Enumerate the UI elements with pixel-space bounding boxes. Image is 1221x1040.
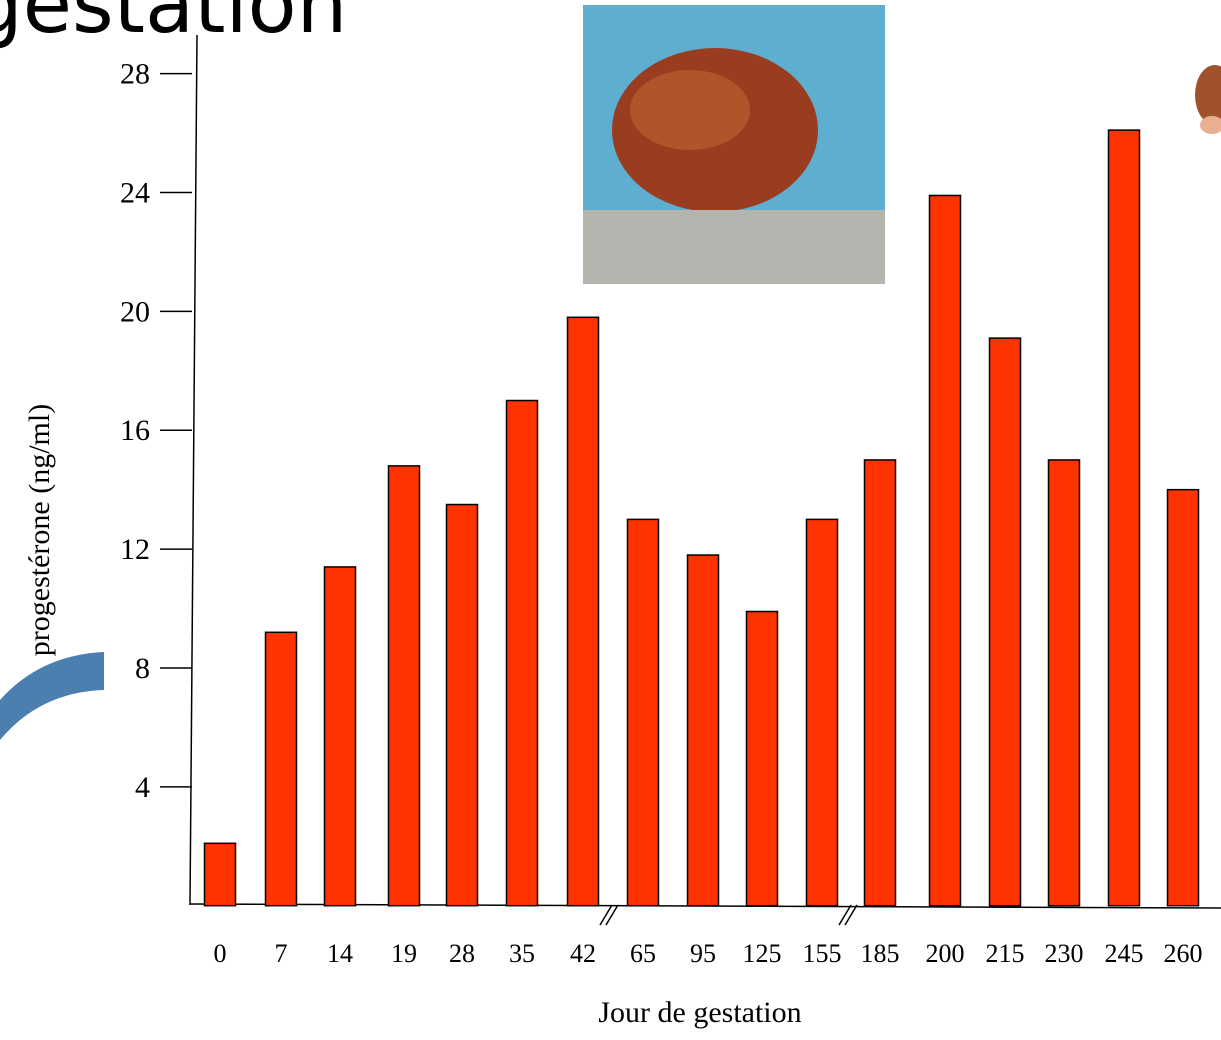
cow-head: [1195, 65, 1221, 125]
bar: [325, 567, 356, 906]
x-tick-label: 19: [391, 939, 417, 968]
bar: [389, 466, 420, 906]
axis-break: [839, 905, 857, 925]
slide: gestation progestérone (ng/ml) Jour de g…: [0, 0, 1221, 1040]
bar: [568, 317, 599, 905]
photo: [583, 5, 885, 284]
y-tick-label: 20: [120, 295, 150, 328]
x-tick-label: 42: [570, 939, 596, 968]
photo-highlight: [630, 70, 750, 150]
bar: [930, 195, 961, 905]
y-tick-label: 24: [120, 176, 150, 209]
x-tick-label: 215: [986, 939, 1025, 968]
x-tick-label: 65: [630, 939, 656, 968]
bar: [447, 505, 478, 906]
bar: [205, 843, 236, 905]
bar: [688, 555, 719, 906]
bar: [807, 519, 838, 905]
bar: [266, 632, 297, 905]
x-axis-label: Jour de gestation: [598, 996, 801, 1029]
bar: [1168, 490, 1199, 906]
bar: [1109, 130, 1140, 906]
y-tick-label: 8: [135, 652, 150, 685]
photo-ruler: [583, 210, 885, 284]
x-tick-label: 230: [1045, 939, 1084, 968]
x-tick-label: 260: [1164, 939, 1203, 968]
x-tick-label: 155: [803, 939, 842, 968]
x-tick-label: 0: [214, 939, 227, 968]
bar: [865, 460, 896, 906]
page: {"chart_data": {"type": "bar", "title": …: [0, 0, 1221, 1040]
axis-break: [600, 905, 618, 925]
bar: [628, 519, 659, 905]
y-axis: [190, 35, 197, 905]
x-tick-label: 200: [926, 939, 965, 968]
x-tick-label: 95: [690, 939, 716, 968]
x-tick-label: 245: [1105, 939, 1144, 968]
decor-shape: [0, 652, 104, 740]
y-axis-label: progestérone (ng/ml): [23, 404, 56, 656]
x-tick-label: 185: [861, 939, 900, 968]
x-tick-label: 28: [449, 939, 475, 968]
x-tick-label: 125: [743, 939, 782, 968]
y-tick-label: 4: [135, 771, 150, 804]
bar: [507, 401, 538, 906]
x-tick-label: 14: [327, 939, 353, 968]
bar: [747, 612, 778, 906]
x-tick-label: 35: [509, 939, 535, 968]
bar: [1049, 460, 1080, 906]
bar: [990, 338, 1021, 906]
y-tick-label: 28: [120, 58, 150, 91]
cow-icon: [1195, 65, 1221, 134]
y-tick-label: 16: [120, 414, 150, 447]
y-tick-label: 12: [120, 533, 150, 566]
slide-title: gestation: [0, 0, 347, 51]
x-tick-label: 7: [275, 939, 288, 968]
